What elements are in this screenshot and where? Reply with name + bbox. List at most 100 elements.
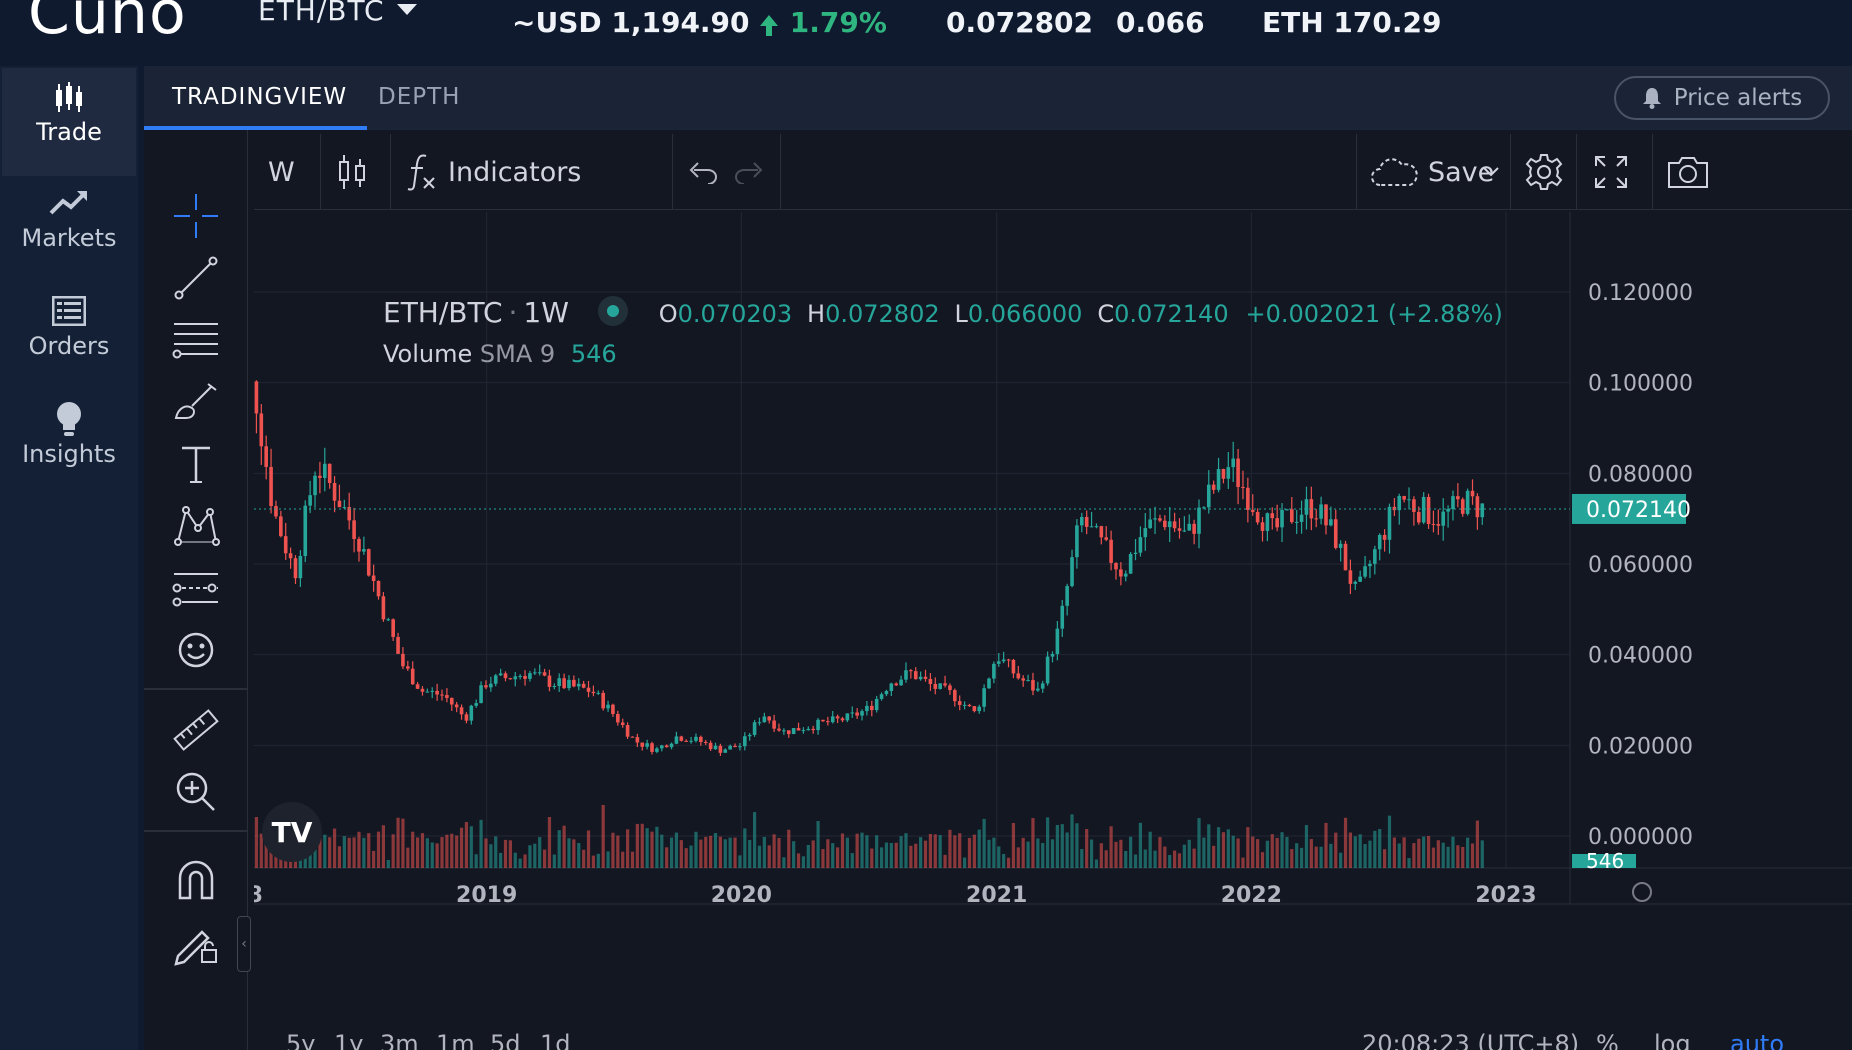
text-tool-icon[interactable] bbox=[170, 438, 222, 490]
collapse-toolbar-button[interactable]: ‹ bbox=[237, 916, 251, 972]
volume-bar bbox=[479, 819, 483, 868]
volume-bar bbox=[420, 833, 425, 868]
redo-icon[interactable] bbox=[734, 134, 766, 210]
lock-drawings-icon[interactable] bbox=[170, 916, 222, 968]
candle-body bbox=[1304, 499, 1309, 515]
log-scale-toggle[interactable]: log bbox=[1654, 1030, 1691, 1050]
percent-scale-toggle[interactable]: % bbox=[1596, 1030, 1619, 1050]
pattern-icon[interactable] bbox=[170, 500, 222, 552]
volume-bar bbox=[865, 835, 869, 868]
emoji-icon[interactable] bbox=[170, 624, 222, 676]
volume-bar bbox=[1412, 843, 1416, 868]
range-5y[interactable]: 5y bbox=[286, 1030, 316, 1050]
trend-line-icon[interactable] bbox=[170, 252, 222, 304]
candle-body bbox=[313, 475, 317, 496]
nav-item-orders[interactable]: Orders bbox=[2, 282, 136, 390]
zoom-in-icon[interactable] bbox=[170, 766, 222, 818]
volume-bar bbox=[1036, 838, 1040, 868]
candle-body bbox=[669, 743, 674, 748]
legend-low: 0.066000 bbox=[967, 300, 1083, 328]
volume-bar bbox=[1285, 836, 1289, 868]
candle-body bbox=[743, 736, 747, 747]
prediction-icon[interactable] bbox=[170, 562, 222, 614]
volume-bar bbox=[1392, 837, 1396, 868]
active-tab-indicator bbox=[144, 126, 367, 130]
candle-body bbox=[933, 684, 938, 689]
auto-scale-toggle[interactable]: auto bbox=[1730, 1030, 1785, 1050]
settings-gear-icon[interactable] bbox=[1524, 134, 1564, 210]
volume-bar bbox=[860, 832, 864, 868]
nav-item-trade[interactable]: Trade bbox=[2, 68, 136, 176]
y-tick-label: 0.120000 bbox=[1588, 281, 1693, 306]
nav-item-markets[interactable]: Markets bbox=[2, 174, 136, 282]
volume-bar bbox=[474, 854, 478, 868]
volume-bar bbox=[943, 854, 947, 868]
candle-body bbox=[957, 701, 962, 705]
volume-bar bbox=[836, 847, 840, 868]
candle-body bbox=[1387, 506, 1392, 540]
volume-bar bbox=[381, 825, 386, 868]
brush-icon[interactable] bbox=[170, 376, 222, 428]
candle-body bbox=[1163, 520, 1167, 528]
volume-bar bbox=[440, 837, 444, 868]
fib-retracement-icon[interactable] bbox=[170, 314, 222, 366]
candle-body bbox=[269, 466, 273, 507]
candle-body bbox=[357, 539, 361, 552]
save-menu-chevron-icon[interactable] bbox=[1482, 134, 1500, 210]
candle-body bbox=[1148, 519, 1152, 529]
candle-body bbox=[303, 505, 308, 556]
range-3m[interactable]: 3m bbox=[380, 1030, 419, 1050]
candle-body bbox=[410, 668, 415, 685]
range-5d[interactable]: 5d bbox=[490, 1030, 521, 1050]
undo-icon[interactable] bbox=[686, 134, 718, 210]
volume-bar bbox=[884, 842, 889, 868]
chart-canvas[interactable]: 0.120000 0.100000 0.080000 0.060000 0.040000… bbox=[201, 212, 1852, 1050]
volume-bar bbox=[1163, 846, 1167, 868]
volume-bar bbox=[1236, 838, 1240, 868]
volume-bar bbox=[1094, 859, 1099, 868]
volume-value: 546 bbox=[570, 340, 617, 368]
volume-bar bbox=[586, 830, 591, 868]
volume-bar bbox=[665, 847, 669, 868]
clock-time[interactable]: 20:08:23 (UTC+8) bbox=[1362, 1030, 1580, 1050]
price-alerts-button[interactable]: Price alerts bbox=[1614, 76, 1830, 120]
range-1y[interactable]: 1y bbox=[334, 1030, 364, 1050]
indicators-button[interactable]: Indicators bbox=[406, 134, 581, 210]
price-alerts-label: Price alerts bbox=[1673, 85, 1803, 111]
volume-bar bbox=[562, 825, 566, 868]
candle-body bbox=[738, 746, 742, 748]
tab-tradingview[interactable]: TRADINGVIEW bbox=[172, 84, 348, 110]
fullscreen-icon[interactable] bbox=[1592, 134, 1630, 210]
pair-selector[interactable]: ETH/BTC bbox=[258, 0, 417, 27]
candle-body bbox=[1231, 458, 1235, 468]
candle-body bbox=[1016, 673, 1021, 679]
volume-bar bbox=[503, 839, 508, 868]
volume-bar bbox=[723, 839, 727, 868]
legend-symbol: ETH/BTC bbox=[383, 296, 503, 329]
candle-body bbox=[1285, 509, 1289, 511]
range-1d[interactable]: 1d bbox=[540, 1030, 571, 1050]
candle-body bbox=[918, 676, 923, 680]
volume-bar bbox=[1153, 850, 1157, 868]
save-button[interactable]: Save bbox=[1370, 134, 1494, 210]
ruler-icon[interactable] bbox=[170, 704, 222, 756]
price-chart[interactable]: 0.120000 0.100000 0.080000 0.060000 0.040000… bbox=[201, 212, 1852, 1050]
candle-body bbox=[533, 672, 537, 674]
volume-bar bbox=[879, 847, 884, 868]
volume-bar bbox=[1050, 839, 1055, 868]
candle-body bbox=[542, 672, 547, 676]
camera-icon[interactable] bbox=[1666, 134, 1710, 210]
volume-bar bbox=[1431, 847, 1436, 868]
volume-bar bbox=[1358, 834, 1362, 868]
candles-icon[interactable] bbox=[336, 134, 370, 210]
nav-item-insights[interactable]: Insights bbox=[2, 390, 136, 498]
magnet-icon[interactable] bbox=[170, 854, 222, 906]
interval-button[interactable]: W bbox=[268, 156, 295, 188]
nav-label-markets: Markets bbox=[21, 224, 117, 252]
candle-body bbox=[572, 679, 576, 687]
tab-depth[interactable]: DEPTH bbox=[378, 84, 461, 110]
volume-bar bbox=[816, 821, 820, 868]
candle-body bbox=[703, 742, 708, 744]
range-1m[interactable]: 1m bbox=[436, 1030, 475, 1050]
crosshair-icon[interactable] bbox=[170, 190, 222, 242]
